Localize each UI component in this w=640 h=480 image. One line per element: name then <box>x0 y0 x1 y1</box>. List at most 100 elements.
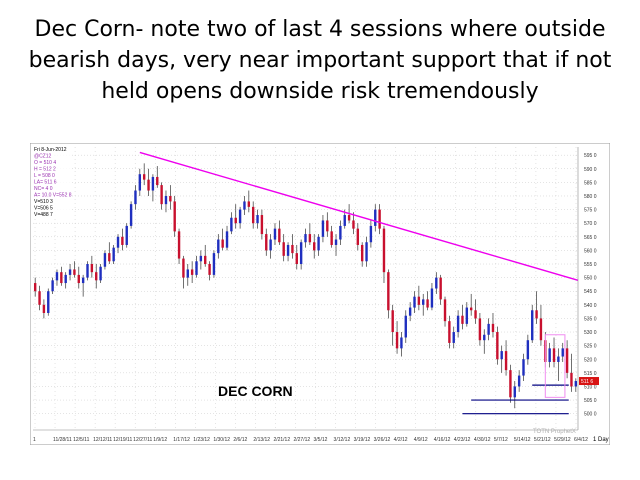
y-tick-label: 545 0 <box>584 289 597 295</box>
highlight-box <box>544 334 566 398</box>
candle-body <box>369 225 373 243</box>
grid-lines <box>33 147 578 430</box>
x-tick-label: 3/5/12 <box>314 437 328 443</box>
candle-body <box>539 318 543 341</box>
candle-body <box>238 209 242 224</box>
candle-body <box>160 185 163 205</box>
candle-body <box>42 304 46 313</box>
x-tick-label: 11/28/11 <box>53 437 72 443</box>
candle-body <box>430 288 434 308</box>
candle-body <box>308 234 312 243</box>
candle-body <box>212 253 216 275</box>
info-panel-line: NC= 4 0 <box>34 186 53 192</box>
y-tick-label: 555 0 <box>584 262 597 268</box>
y-tick-label: 560 0 <box>584 248 597 254</box>
x-tick-label: 12/5/11 <box>73 437 90 443</box>
x-tick-label: 12/27/11 <box>133 437 152 443</box>
candle-body <box>60 272 63 284</box>
x-tick-label: 5/29/12 <box>554 437 571 443</box>
y-tick-label: 570 0 <box>584 221 597 227</box>
x-tick-label: 5/21/12 <box>534 437 551 443</box>
candle-body <box>190 269 194 275</box>
x-tick-label: 4/2/12 <box>394 437 408 443</box>
candle-body <box>169 195 172 202</box>
slide-title-line-3: held opens downside risk tremendously <box>101 79 539 104</box>
x-tick-label: 3/26/12 <box>374 437 391 443</box>
info-panel-line: V=488 7 <box>34 212 53 218</box>
candle-body <box>574 381 578 387</box>
candle-body <box>334 239 338 245</box>
candle-body <box>304 234 307 243</box>
candle-body <box>251 206 255 224</box>
candle-body <box>112 247 115 262</box>
last-price-label: 511 6 <box>581 379 593 385</box>
candle-body <box>295 253 298 265</box>
candle-body <box>278 228 281 243</box>
candle-body <box>142 174 146 180</box>
candle-body <box>199 255 203 262</box>
candle-body <box>103 253 107 267</box>
candle-body <box>217 239 220 254</box>
candle-body <box>513 386 516 398</box>
candle-body <box>404 315 407 338</box>
info-panel-line: LA= 511 6 <box>34 180 57 186</box>
candle-body <box>557 356 560 362</box>
slide-title-line-2: bearish days, very near important suppor… <box>28 48 612 73</box>
candle-body <box>129 204 133 226</box>
candle-body <box>408 307 412 316</box>
candle-body <box>374 209 377 226</box>
x-tick-label: 2/27/12 <box>293 437 310 443</box>
candle-body <box>156 176 159 186</box>
x-tick-label: 5/14/12 <box>514 437 531 443</box>
candle-body <box>330 231 333 245</box>
x-tick-label: 12/12/11 <box>93 437 112 443</box>
candle-body <box>121 236 124 245</box>
y-tick-label: 525 0 <box>584 344 597 350</box>
candle-body <box>531 310 534 341</box>
y-tick-label: 540 0 <box>584 303 597 309</box>
x-tick-label: 1/17/12 <box>173 437 190 443</box>
y-tick-label: 505 0 <box>584 398 597 404</box>
candle-body <box>504 351 508 371</box>
candle-body <box>282 242 285 256</box>
plot-frame <box>30 143 610 445</box>
slide-title: Dec Corn- note two of last 4 sessions wh… <box>20 14 620 107</box>
y-tick-label: 530 0 <box>584 330 597 336</box>
candle-body <box>435 277 438 289</box>
candle-body <box>509 370 512 398</box>
y-tick-label: 515 0 <box>584 371 597 377</box>
candle-body <box>317 236 320 251</box>
x-tick-label: 2/21/12 <box>273 437 290 443</box>
candle-body <box>99 266 102 281</box>
candle-body <box>247 201 251 207</box>
candle-body <box>382 228 386 273</box>
x-tick-label: 4/23/12 <box>454 437 471 443</box>
x-tick-label: 1/9/12 <box>153 437 167 443</box>
candle-body <box>456 315 460 333</box>
candle-body <box>422 299 425 305</box>
candle-body <box>68 269 72 275</box>
candle-body <box>182 258 185 278</box>
candle-body <box>570 372 573 387</box>
candle-body <box>138 174 142 191</box>
x-tick-label: 12/19/11 <box>113 437 132 443</box>
candle-body <box>491 323 495 333</box>
y-tick-label: 565 0 <box>584 235 597 241</box>
y-axis: 500 0 505 0 510 0 515 0 520 0 525 0 530 0 535 0… <box>577 147 599 430</box>
candle-body <box>208 264 211 275</box>
candle-body <box>55 272 59 281</box>
candle-body <box>47 291 50 313</box>
candle-body <box>461 315 464 324</box>
x-tick-label: 3/19/12 <box>354 437 371 443</box>
candle-body <box>260 215 264 235</box>
candle-body <box>164 195 168 205</box>
candle-body <box>343 215 346 226</box>
candle-body <box>90 264 94 273</box>
candle-body <box>38 291 41 305</box>
watermark: TOTN ProphetX <box>533 429 576 435</box>
candle-body <box>522 359 525 376</box>
candle-body <box>465 307 469 324</box>
candle-body <box>326 220 329 232</box>
candle-body <box>565 348 569 373</box>
candle-body <box>51 280 54 292</box>
